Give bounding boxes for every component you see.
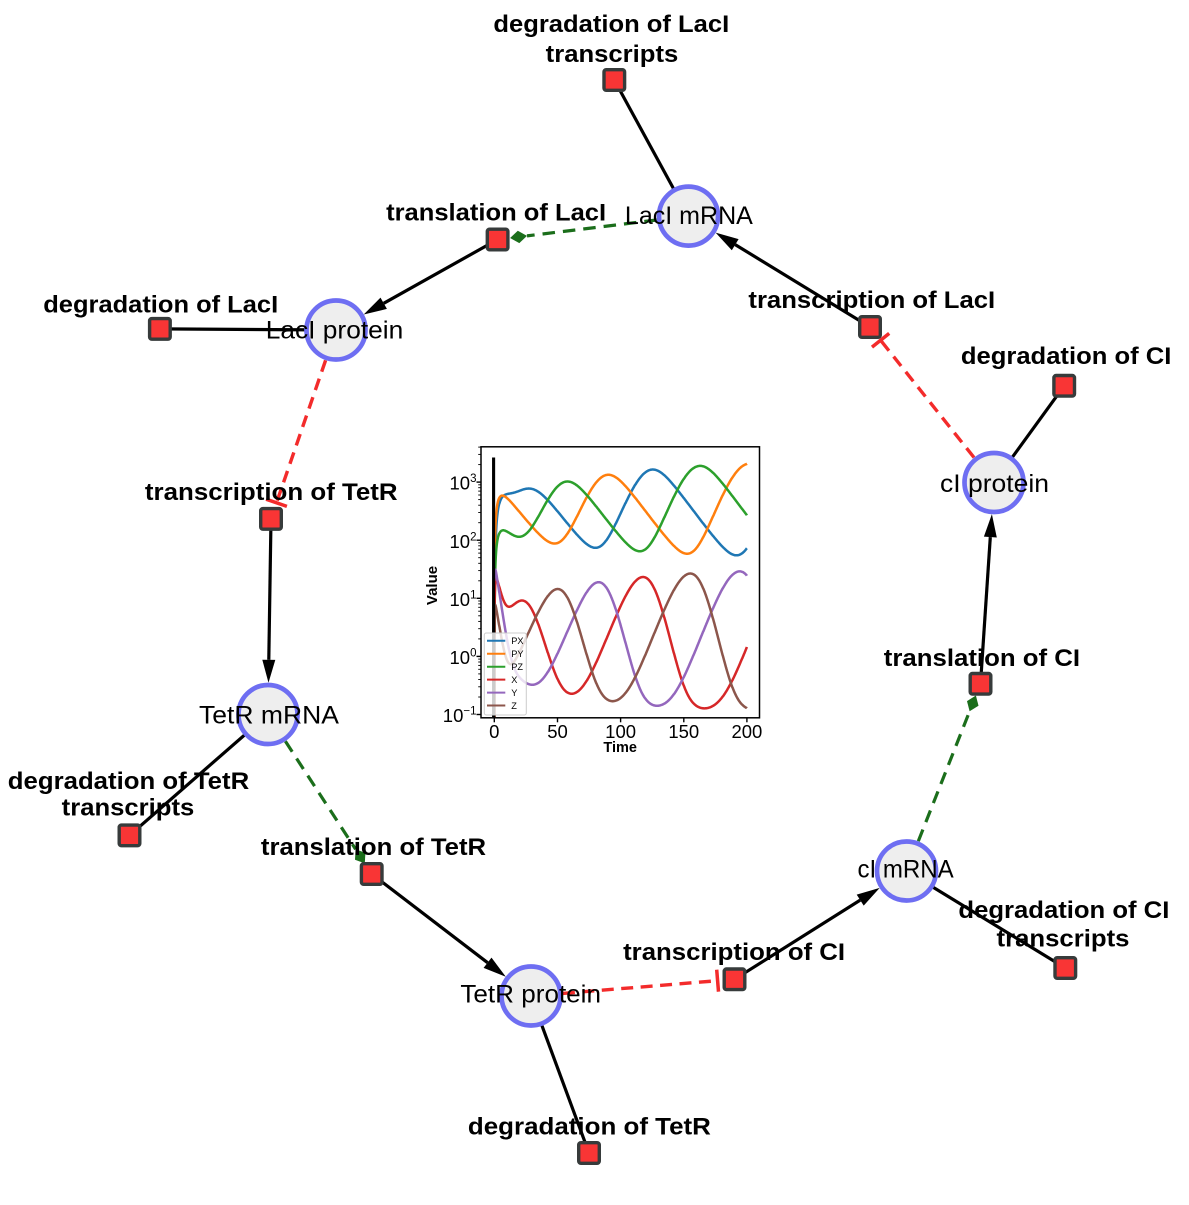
svg-text:102: 102 xyxy=(450,531,477,552)
svg-text:PY: PY xyxy=(511,649,523,659)
svg-text:degradation of CI: degradation of CI xyxy=(961,343,1172,370)
svg-text:transcription of TetR: transcription of TetR xyxy=(145,479,398,506)
svg-text:transcripts: transcripts xyxy=(546,41,679,68)
svg-text:degradation of LacI: degradation of LacI xyxy=(43,292,278,319)
svg-text:0: 0 xyxy=(489,721,499,742)
svg-text:50: 50 xyxy=(547,721,568,742)
svg-text:101: 101 xyxy=(450,589,477,610)
svg-text:TetR protein: TetR protein xyxy=(460,980,601,1008)
svg-text:degradation of TetR: degradation of TetR xyxy=(468,1114,711,1141)
svg-text:LacI protein: LacI protein xyxy=(266,316,404,344)
svg-text:degradation of CI: degradation of CI xyxy=(958,897,1169,924)
svg-text:X: X xyxy=(511,675,517,685)
svg-text:PX: PX xyxy=(511,636,523,646)
svg-text:Value: Value xyxy=(424,566,441,605)
svg-text:cI protein: cI protein xyxy=(940,470,1049,498)
svg-text:Z: Z xyxy=(511,701,517,711)
svg-text:TetR mRNA: TetR mRNA xyxy=(199,701,339,729)
svg-text:transcription of LacI: transcription of LacI xyxy=(748,287,995,314)
svg-text:translation of LacI: translation of LacI xyxy=(386,200,606,227)
svg-text:PZ: PZ xyxy=(511,662,523,672)
svg-text:cI mRNA: cI mRNA xyxy=(857,856,954,884)
svg-text:translation of TetR: translation of TetR xyxy=(261,834,487,861)
svg-text:150: 150 xyxy=(668,721,699,742)
svg-text:Y: Y xyxy=(511,688,517,698)
svg-text:100: 100 xyxy=(450,647,477,668)
svg-text:transcripts: transcripts xyxy=(997,925,1130,952)
svg-text:degradation of LacI: degradation of LacI xyxy=(493,11,729,38)
svg-text:transcripts: transcripts xyxy=(62,795,195,822)
svg-text:transcription of CI: transcription of CI xyxy=(623,939,845,966)
svg-text:translation of CI: translation of CI xyxy=(884,645,1080,672)
svg-text:LacI mRNA: LacI mRNA xyxy=(625,202,753,230)
svg-text:degradation of TetR: degradation of TetR xyxy=(8,768,250,795)
svg-text:200: 200 xyxy=(731,721,762,742)
svg-text:100: 100 xyxy=(605,721,636,742)
svg-text:Time: Time xyxy=(603,740,637,756)
svg-text:103: 103 xyxy=(450,473,477,494)
